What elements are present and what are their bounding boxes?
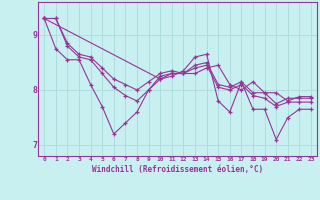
X-axis label: Windchill (Refroidissement éolien,°C): Windchill (Refroidissement éolien,°C) — [92, 165, 263, 174]
